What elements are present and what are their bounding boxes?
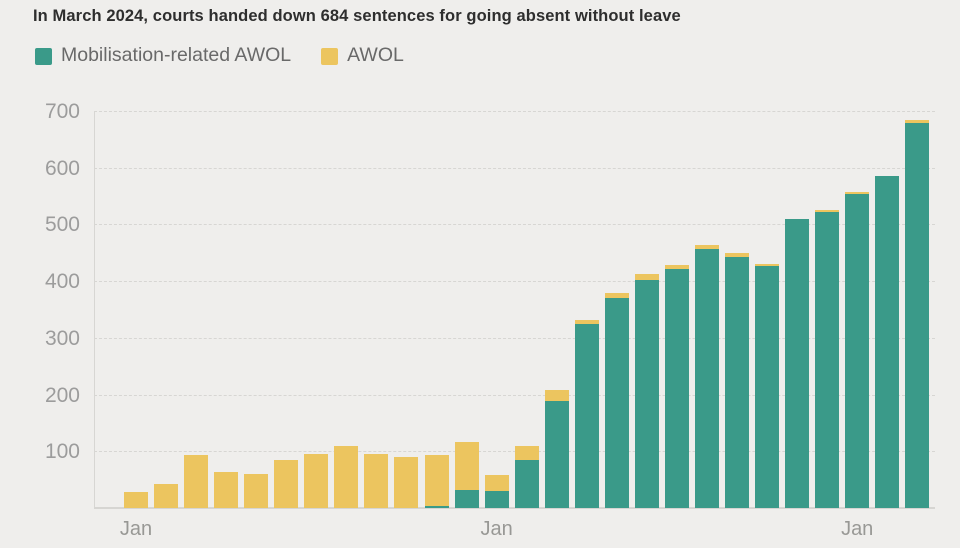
bar-segment-mobilisation-feb-2024 — [875, 176, 900, 508]
bar-segment-mobilisation-mar-2024 — [905, 122, 930, 508]
bar-segment-awol-feb-2023 — [514, 446, 539, 461]
legend: Mobilisation-related AWOL AWOL — [35, 46, 404, 66]
bar-segment-awol-mar-2024 — [905, 120, 930, 123]
bar-segment-awol-oct-2023 — [755, 263, 780, 267]
bar-segment-mobilisation-feb-2023 — [514, 460, 539, 508]
x-axis-line — [94, 507, 935, 509]
bar-segment-awol-dec-2022 — [454, 441, 479, 491]
y-axis-label-400: 400 — [44, 270, 80, 294]
mobilisation-swatch-icon — [35, 47, 52, 65]
bar-segment-mobilisation-oct-2023 — [755, 266, 780, 508]
bar-segment-mobilisation-mar-2023 — [544, 401, 569, 508]
bar-segment-awol-mar-2023 — [544, 390, 569, 402]
bar-segment-mobilisation-jan-2023 — [484, 490, 509, 508]
x-axis-label-12: Jan — [480, 518, 513, 540]
gridline-100 — [94, 451, 935, 453]
bar-segment-mobilisation-dec-2022 — [454, 490, 479, 508]
y-axis-label-500: 500 — [44, 213, 80, 237]
bar-segment-awol-jan-2022 — [124, 492, 148, 508]
bar-segment-awol-jun-2023 — [634, 273, 659, 280]
bar-segment-mobilisation-jan-2024 — [845, 193, 870, 508]
bar-segment-mobilisation-nov-2023 — [785, 218, 810, 508]
bar-segment-awol-apr-2023 — [574, 320, 599, 324]
legend-label-mobilisation: Mobilisation-related AWOL — [61, 44, 292, 67]
bar-segment-awol-nov-2022 — [424, 455, 449, 506]
bar-segment-awol-oct-2022 — [394, 456, 419, 508]
y-axis-label-300: 300 — [44, 326, 80, 350]
bar-segment-awol-mar-2022 — [184, 455, 209, 508]
bar-segment-mobilisation-sep-2023 — [725, 256, 749, 508]
bar-segment-awol-jun-2022 — [274, 460, 299, 508]
bar-segment-mobilisation-jun-2023 — [634, 280, 659, 508]
bar-segment-mobilisation-jul-2023 — [664, 269, 689, 508]
x-axis-label-24: Jan — [841, 518, 874, 540]
y-axis-label-600: 600 — [44, 156, 80, 180]
bar-segment-awol-may-2023 — [604, 293, 629, 299]
gridline-300 — [94, 337, 935, 339]
legend-item-mobilisation: Mobilisation-related AWOL — [35, 46, 291, 66]
y-axis-label-700: 700 — [44, 100, 80, 123]
bar-segment-awol-jul-2023 — [664, 265, 689, 270]
bar-segment-mobilisation-nov-2022 — [424, 505, 449, 508]
y-axis-line — [94, 111, 95, 508]
chart-title: In March 2024, courts handed down 684 se… — [33, 7, 681, 25]
bar-segment-awol-sep-2022 — [364, 454, 389, 508]
y-axis-label-200: 200 — [44, 383, 80, 407]
bar-segment-awol-dec-2023 — [815, 209, 840, 212]
bar-segment-mobilisation-aug-2023 — [694, 248, 719, 508]
bar-segment-awol-may-2022 — [244, 473, 269, 508]
x-axis-label-0: Jan — [119, 518, 153, 540]
bar-segment-awol-aug-2022 — [334, 446, 359, 508]
gridline-400 — [94, 281, 935, 283]
gridline-600 — [94, 167, 935, 169]
gridline-200 — [94, 394, 935, 396]
bar-segment-mobilisation-dec-2023 — [815, 211, 840, 508]
gridline-700 — [94, 111, 935, 112]
bar-segment-awol-aug-2023 — [694, 245, 719, 249]
awol-swatch-icon — [321, 47, 339, 65]
y-axis-label-100: 100 — [44, 440, 80, 464]
gridline-500 — [94, 224, 935, 226]
bar-segment-awol-jan-2023 — [484, 475, 509, 491]
bar-segment-awol-jan-2024 — [845, 191, 870, 194]
bar-segment-awol-sep-2023 — [725, 253, 749, 257]
bar-segment-awol-jul-2022 — [304, 453, 329, 508]
bar-segment-mobilisation-may-2023 — [604, 298, 629, 508]
bar-segment-awol-apr-2022 — [214, 472, 239, 508]
legend-item-awol: AWOL — [321, 46, 404, 66]
bar-segment-awol-feb-2022 — [154, 483, 179, 508]
bar-segment-mobilisation-apr-2023 — [574, 323, 599, 508]
legend-label-awol: AWOL — [347, 44, 404, 67]
